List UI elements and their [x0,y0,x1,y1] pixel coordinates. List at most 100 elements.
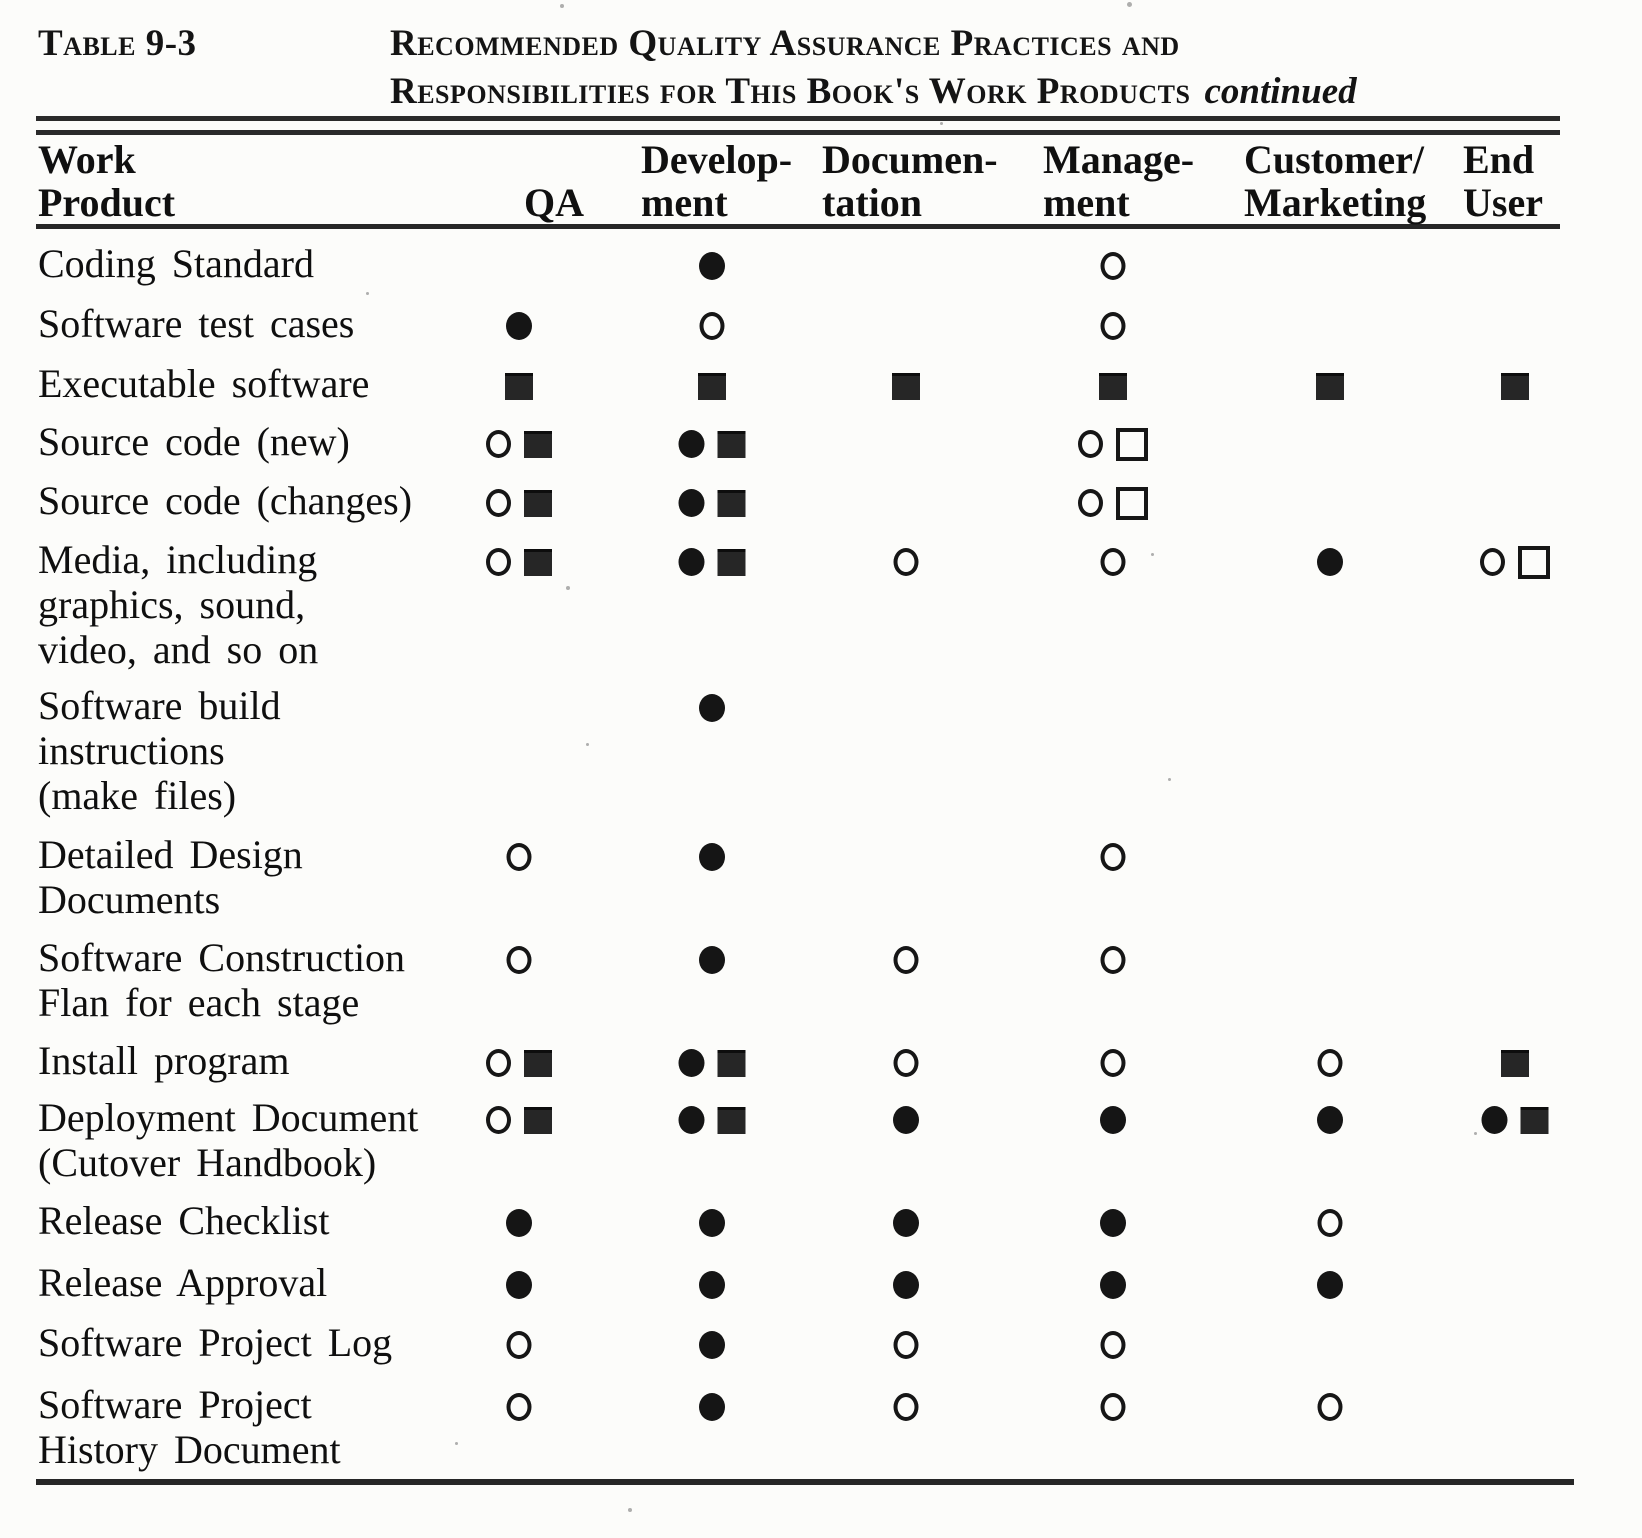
header-line: Marketing [1244,180,1427,225]
work-product-line: Release Approval [38,1260,328,1305]
marks-customer-marketing [1317,1384,1343,1430]
work-product-label: Source code (new) [38,419,350,464]
scan-speckle [560,4,564,8]
marks-management [1100,1384,1126,1430]
open-circle-icon [486,1106,511,1134]
work-product-label: Media, including graphics, sound, video, a… [38,537,318,672]
marks-qa [486,480,552,526]
filled-circle-icon [699,1331,725,1359]
open-square-icon [1518,545,1550,579]
marks-management [1078,421,1148,467]
marks-customer-marketing [1317,1200,1343,1246]
marks-customer-marketing [1317,1262,1343,1308]
marks-development [678,480,746,526]
header-line: Develop- [641,137,793,182]
filled-circle-icon [1317,1106,1343,1134]
marks-documentation [893,1200,919,1246]
open-circle-icon [506,946,532,974]
filled-circle-icon [1100,1106,1126,1134]
marks-qa [506,1322,532,1368]
work-product-label: Software Project History Document [38,1382,341,1472]
marks-management [1100,834,1126,880]
marks-qa [506,303,532,349]
work-product-line: instructions [38,728,225,773]
marks-development [699,1384,725,1430]
marks-development [699,834,725,880]
filled-circle-icon [506,1209,532,1237]
work-product-line: Coding Standard [38,241,314,286]
filled-circle-icon [506,312,532,340]
column-header-customer-marketing: Customer/ Marketing [1244,138,1426,224]
work-product-label: Install program [38,1038,290,1083]
marks-documentation [893,1097,919,1143]
marks-development [678,1097,746,1143]
marks-management [1100,1097,1126,1143]
marks-management [1078,480,1148,526]
work-product-line: Flan for each stage [38,980,360,1025]
filled-square-icon [892,372,920,400]
open-circle-icon [893,1393,919,1421]
filled-circle-icon [1317,1271,1343,1299]
marks-management [1100,937,1126,983]
work-product-label: Software Project Log [38,1320,392,1365]
open-circle-icon [486,1049,511,1077]
filled-square-icon [717,489,746,517]
column-header-work-product: Work Product [38,138,175,224]
open-circle-icon [1078,489,1103,517]
work-product-label: Software Construction Flan for each stage [38,935,405,1025]
open-circle-icon [893,1331,919,1359]
marks-development [698,363,726,409]
work-product-line: Software build [38,683,281,728]
header-line [524,138,584,181]
marks-management [1100,243,1126,289]
filled-square-icon [524,548,552,576]
header-line: End [1463,137,1535,182]
filled-circle-icon [678,548,705,576]
filled-circle-icon [506,1271,532,1299]
work-product-line: Deployment Document [38,1095,419,1140]
open-circle-icon [1317,1209,1343,1237]
open-circle-icon [1100,1331,1126,1359]
column-header-end-user: End User [1463,138,1543,224]
work-product-line: (make files) [38,773,237,818]
work-product-line: Executable software [38,361,370,406]
open-circle-icon [893,1049,919,1077]
filled-square-icon [717,430,746,458]
filled-circle-icon [699,1271,725,1299]
open-circle-icon [1078,430,1103,458]
open-circle-icon [1100,312,1126,340]
marks-development [699,1262,725,1308]
marks-qa [506,937,532,983]
work-product-label: Source code (changes) [38,478,412,523]
column-header-development: Develop- ment [641,138,792,224]
marks-qa [486,539,552,585]
open-circle-icon [699,312,725,340]
filled-circle-icon [1317,548,1343,576]
filled-circle-icon [1100,1271,1126,1299]
scan-speckle [940,122,943,125]
work-product-line: graphics, sound, [38,582,306,627]
open-circle-icon [1100,1393,1126,1421]
marks-management [1100,303,1126,349]
column-header-documentation: Documen- tation [822,138,998,224]
header-line: tation [822,180,922,225]
marks-development [699,1200,725,1246]
open-circle-icon [486,548,511,576]
filled-square-icon [524,489,552,517]
open-circle-icon [1100,252,1126,280]
work-product-line: Software Project Log [38,1320,393,1365]
filled-circle-icon [1481,1106,1508,1134]
filled-square-icon [717,1106,746,1134]
work-product-label: Release Checklist [38,1198,329,1243]
marks-end-user [1481,1097,1549,1143]
scan-speckle [628,1508,632,1512]
marks-development [678,421,746,467]
header-line: QA [524,180,584,225]
marks-customer-marketing [1317,539,1343,585]
marks-management [1100,1262,1126,1308]
marks-qa [506,1200,532,1246]
work-product-line: video, and so on [38,627,319,672]
filled-square-icon [1501,372,1529,400]
filled-square-icon [1099,372,1127,400]
